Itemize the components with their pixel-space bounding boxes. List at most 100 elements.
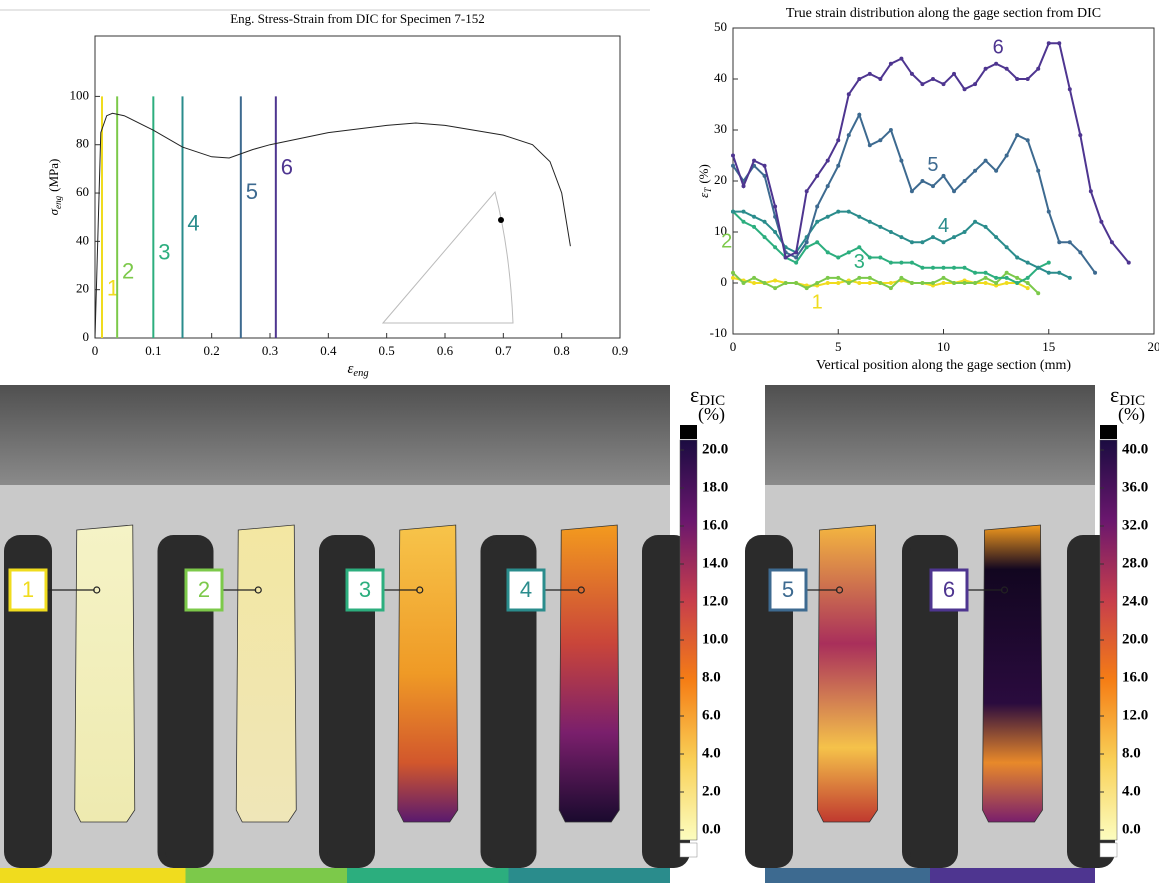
point [888,128,893,132]
specimen-strain-field [982,524,1043,823]
point [815,204,820,209]
point [1004,275,1009,280]
chart-title: Eng. Stress-Strain from DIC for Specimen… [230,11,485,26]
point [1046,209,1051,214]
point [1015,275,1020,280]
point [1078,133,1083,138]
point [867,275,872,280]
point [983,275,988,280]
point [1004,245,1009,250]
point [731,270,735,275]
label-subscript: DIC [699,393,725,409]
y-tick-label: 50 [714,19,727,34]
series-label: 2 [721,230,732,252]
point [794,255,799,260]
x-tick-label: 15 [1042,339,1055,354]
point [1025,286,1030,291]
point [846,281,851,285]
specimen-color-strip [765,868,930,883]
point [983,158,988,163]
point [773,230,778,234]
point [815,173,820,178]
y-tick-label: 40 [76,232,89,247]
point [815,240,820,245]
specimen-label: 2 [198,577,210,602]
point [867,281,872,285]
point [1036,265,1041,270]
point [804,240,809,245]
series-label: 3 [854,251,865,273]
point [867,71,872,76]
colorbar-tick-label: 40.0 [1122,441,1148,457]
point [899,260,904,265]
point [941,173,946,178]
axis-label: σeng (MPa) [46,159,63,216]
colorbar-tick-label: 8.0 [1122,745,1141,761]
point [1025,138,1030,143]
point [973,270,978,275]
point [741,219,746,224]
point [930,281,935,285]
colorbar-tick-label: 6.0 [702,707,721,723]
point [983,224,988,229]
point [825,184,830,189]
series-line [94,112,571,339]
point [783,255,788,260]
point [909,260,914,265]
y-tick-label: 100 [70,87,90,102]
point [1057,41,1062,46]
point [752,224,757,229]
point [930,77,935,81]
point [878,138,883,143]
point [815,219,820,224]
point [1025,260,1030,265]
point [962,179,967,183]
point [741,184,746,189]
point [846,92,851,97]
leader-dot [1000,586,1009,594]
point [804,245,809,250]
specimen-label-box [184,568,224,612]
point [762,281,767,285]
point [920,281,925,285]
point [731,163,735,168]
colorbar-tick-label: 16.0 [702,517,728,533]
point [909,71,914,76]
colorbar-tick-label: 28.0 [1122,555,1148,571]
point [752,281,757,285]
label-subscript: eng [353,368,368,379]
point [941,281,946,285]
point [762,219,767,224]
specimen-label: 6 [943,577,955,602]
point [1067,240,1072,245]
inset-dot [498,217,504,223]
point [952,71,957,76]
grip [4,535,52,868]
x-tick-label: 10 [937,339,950,354]
point [909,281,914,285]
point [994,61,999,66]
x-tick-label: 0.5 [379,343,395,358]
point [825,158,830,163]
axis-label: εeng [348,361,369,379]
point [888,260,893,265]
point [1025,77,1030,81]
point [994,275,999,280]
y-tick-label: 60 [76,184,89,199]
specimen-strain-field [397,524,459,823]
point [941,265,946,270]
photo-top [0,385,670,485]
specimen-label-box [506,568,546,612]
leader-dot [416,586,424,594]
specimen-color-strip [508,868,670,883]
point [762,163,767,168]
point [794,250,799,255]
label-unit: (%) [696,164,711,184]
point [794,281,799,285]
point [825,275,830,280]
y-tick-label: 80 [76,136,89,151]
point [752,214,757,219]
point [825,214,830,219]
x-axis-label: Vertical position along the gage section… [816,358,1071,373]
colorbar-tick-label: 20.0 [702,441,728,457]
